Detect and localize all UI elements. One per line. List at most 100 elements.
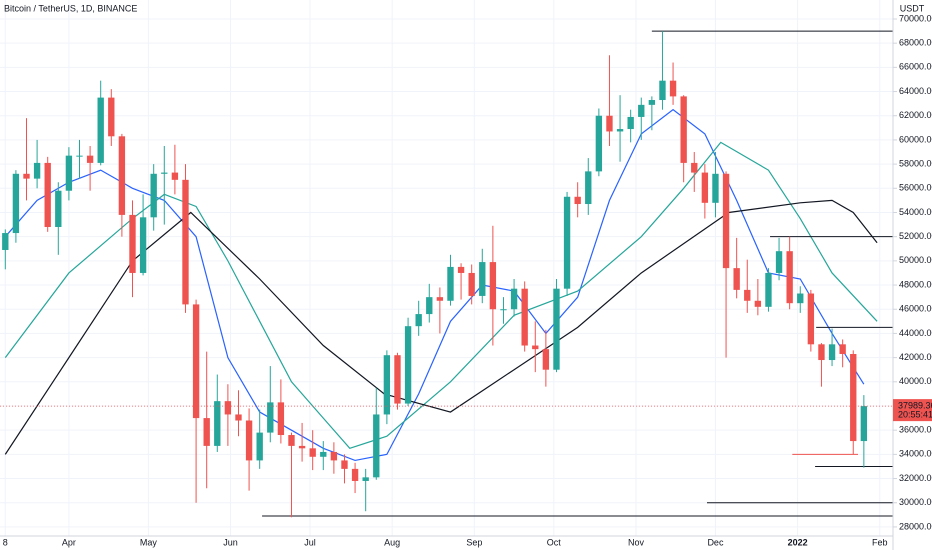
y-tick-label: 50000.00	[899, 255, 932, 265]
x-tick-label: Aug	[384, 537, 400, 547]
last-price-box	[893, 399, 932, 422]
y-tick-label: 48000.00	[899, 279, 932, 289]
candle-body	[500, 309, 507, 311]
candle-body	[563, 196, 571, 289]
candle-body	[754, 300, 762, 307]
candle-body	[139, 217, 147, 273]
candle-body	[638, 104, 645, 117]
x-tick-label: Oct	[547, 537, 562, 547]
y-tick-label: 32000.00	[899, 473, 932, 483]
candle-body	[182, 179, 189, 305]
candle-body	[468, 272, 475, 296]
candle-body	[426, 297, 433, 315]
y-tick-label: 62000.00	[899, 110, 932, 120]
candle-body	[489, 262, 497, 310]
candle-body	[415, 314, 422, 327]
candle-body	[595, 115, 603, 172]
moving-average	[4, 141, 878, 450]
candle-body	[659, 80, 666, 101]
candle-body	[23, 173, 30, 179]
y-tick-label: 66000.00	[899, 62, 932, 72]
x-tick-label: Sep	[466, 537, 482, 547]
candle-body	[457, 266, 465, 273]
bar-countdown: 20:55:41	[898, 409, 932, 419]
x-tick-label: 8	[3, 537, 8, 547]
candle-body	[733, 268, 740, 290]
candle-body	[669, 80, 677, 97]
candle-body	[235, 414, 242, 421]
candle-body	[341, 460, 348, 469]
candle-body	[298, 445, 306, 449]
candle-body	[214, 401, 221, 446]
grid	[0, 0, 893, 536]
candle-body	[765, 272, 772, 307]
candle-body	[129, 214, 136, 273]
candle-body	[680, 96, 687, 163]
plot-area	[2, 30, 893, 518]
y-tick-label: 44000.00	[899, 328, 932, 338]
candle-body	[277, 402, 285, 436]
candle-body	[606, 115, 613, 132]
candle-body	[2, 233, 9, 250]
candle-body	[627, 116, 634, 130]
candle-body	[150, 173, 157, 218]
candle-body	[722, 173, 730, 269]
moving-average	[4, 199, 878, 455]
y-tick-label: 60000.00	[899, 134, 932, 144]
x-tick-label: Feb	[872, 537, 888, 547]
candle-body	[447, 266, 454, 301]
candle-body	[203, 418, 210, 446]
x-tick-label: Jul	[304, 537, 316, 547]
candle-body	[362, 477, 369, 481]
candle-body	[309, 448, 316, 457]
candle-body	[860, 406, 868, 442]
candle-body	[828, 344, 836, 361]
y-tick-label: 52000.00	[899, 231, 932, 241]
candle-body	[256, 432, 263, 461]
candle-body	[33, 162, 41, 179]
candle-body	[76, 155, 83, 157]
candle-body	[786, 251, 793, 304]
x-tick-label: Dec	[707, 537, 724, 547]
x-tick-label: Jun	[223, 537, 238, 547]
candle-body	[44, 162, 51, 228]
x-tick-label: Nov	[628, 537, 645, 547]
y-tick-label: 30000.00	[899, 497, 932, 507]
candle-body	[818, 344, 825, 361]
candle-body	[850, 353, 857, 442]
chart-title: Bitcoin / TetherUS, 1D, BINANCE	[4, 3, 137, 13]
x-tick-label: May	[140, 537, 158, 547]
candle-body	[553, 288, 560, 370]
price-axis-unit: USDT	[900, 3, 925, 13]
candle-body	[108, 97, 115, 137]
candle-body	[436, 297, 444, 301]
candle-body	[404, 326, 412, 404]
y-tick-label: 64000.00	[899, 86, 932, 96]
y-tick-label: 42000.00	[899, 352, 932, 362]
candle-body	[521, 288, 528, 346]
candle-body	[797, 293, 804, 304]
candle-body	[320, 451, 327, 457]
y-tick-label: 34000.00	[899, 449, 932, 459]
candle-body	[532, 345, 539, 350]
candle-body	[118, 136, 126, 215]
candle-body	[744, 289, 751, 301]
candle-body	[383, 355, 391, 415]
last-price-label: 37989.36	[898, 400, 932, 410]
candle-body	[839, 344, 846, 354]
y-tick-label: 40000.00	[899, 376, 932, 386]
candle-body	[373, 414, 380, 478]
candle-body	[288, 435, 295, 446]
candle-body	[192, 304, 200, 419]
y-tick-label: 28000.00	[899, 521, 932, 531]
candle-body	[97, 97, 104, 163]
candle-body	[86, 155, 94, 163]
candle-body	[510, 288, 518, 310]
candle-body	[224, 401, 232, 415]
candle-body	[394, 355, 401, 404]
candle-body	[65, 155, 73, 191]
x-tick-label: Apr	[62, 537, 76, 547]
candle-body	[351, 468, 359, 481]
candle-body	[807, 293, 815, 345]
candle-body	[585, 171, 592, 205]
